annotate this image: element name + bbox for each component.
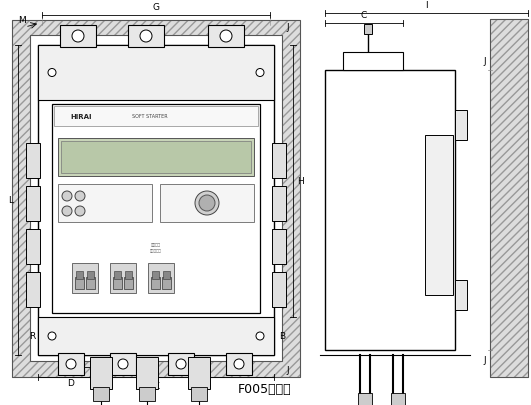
Bar [61,142,251,174]
Bar [162,277,171,289]
Circle shape [176,359,186,369]
Bar [72,263,98,293]
Bar [364,25,372,35]
Circle shape [62,192,72,202]
Bar [110,353,136,375]
Bar [391,393,405,405]
Text: G: G [152,3,159,12]
Bar [87,271,94,279]
Text: φ9: φ9 [66,369,75,375]
Circle shape [195,192,219,215]
Bar [26,272,40,307]
Bar [226,353,252,375]
Bar [272,230,286,264]
Text: B: B [279,332,285,341]
Text: L: L [8,196,13,205]
Circle shape [256,69,264,77]
Bar [76,271,83,279]
Bar [90,357,112,389]
Text: J: J [286,23,289,32]
Bar [272,272,286,307]
Circle shape [48,332,56,340]
Bar [12,21,300,377]
Bar [163,271,170,279]
Text: 产品铭牌: 产品铭牌 [151,243,161,246]
Bar [343,53,403,71]
Circle shape [256,332,264,340]
Circle shape [75,207,85,216]
Circle shape [234,359,244,369]
Text: HIRAI: HIRAI [70,114,91,120]
Circle shape [220,31,232,43]
Bar [151,277,160,289]
Bar [54,107,258,127]
Circle shape [62,207,72,216]
Bar [208,26,244,48]
Bar [58,139,254,177]
Bar [114,271,121,279]
Bar [139,387,155,401]
Bar [152,271,159,279]
Text: I: I [425,1,428,10]
Text: M: M [18,16,26,25]
Bar [128,26,164,48]
Bar [26,230,40,264]
Text: 参数见铭牌: 参数见铭牌 [150,248,162,252]
Bar [52,105,260,313]
Bar [455,280,467,310]
Bar [272,144,286,179]
Text: D: D [67,379,74,388]
Circle shape [66,359,76,369]
Text: SOFT STARTER: SOFT STARTER [132,114,168,119]
Bar [12,21,300,377]
Bar [358,393,372,405]
Bar [110,263,136,293]
Bar [160,185,254,222]
Bar [38,46,274,355]
Text: J: J [286,365,289,374]
Text: J: J [483,355,486,364]
Circle shape [140,31,152,43]
Bar [325,71,455,350]
Bar [93,387,109,401]
Bar [30,36,282,361]
Bar [272,187,286,222]
Text: K: K [153,381,159,390]
Text: A: A [100,371,106,380]
Bar [60,26,96,48]
Text: C: C [361,11,367,20]
Bar [124,277,133,289]
Text: J: J [483,57,486,66]
Bar [38,317,274,355]
Bar [125,271,132,279]
Bar [136,357,158,389]
Bar [113,277,122,289]
Circle shape [48,69,56,77]
Bar [58,353,84,375]
Bar [188,357,210,389]
Circle shape [75,192,85,202]
Circle shape [72,31,84,43]
Bar [75,277,84,289]
Text: R: R [29,332,35,341]
Bar [191,387,207,401]
Text: F005型结构: F005型结构 [238,382,292,395]
Bar [58,185,152,222]
Bar [86,277,95,289]
Bar [38,46,274,101]
Bar [26,187,40,222]
Circle shape [118,359,128,369]
Bar [148,263,174,293]
Bar [490,20,528,377]
Circle shape [199,196,215,211]
Bar [490,20,528,377]
Bar [26,144,40,179]
Bar [425,136,453,295]
Text: H: H [297,177,304,186]
Bar [455,111,467,141]
Bar [168,353,194,375]
